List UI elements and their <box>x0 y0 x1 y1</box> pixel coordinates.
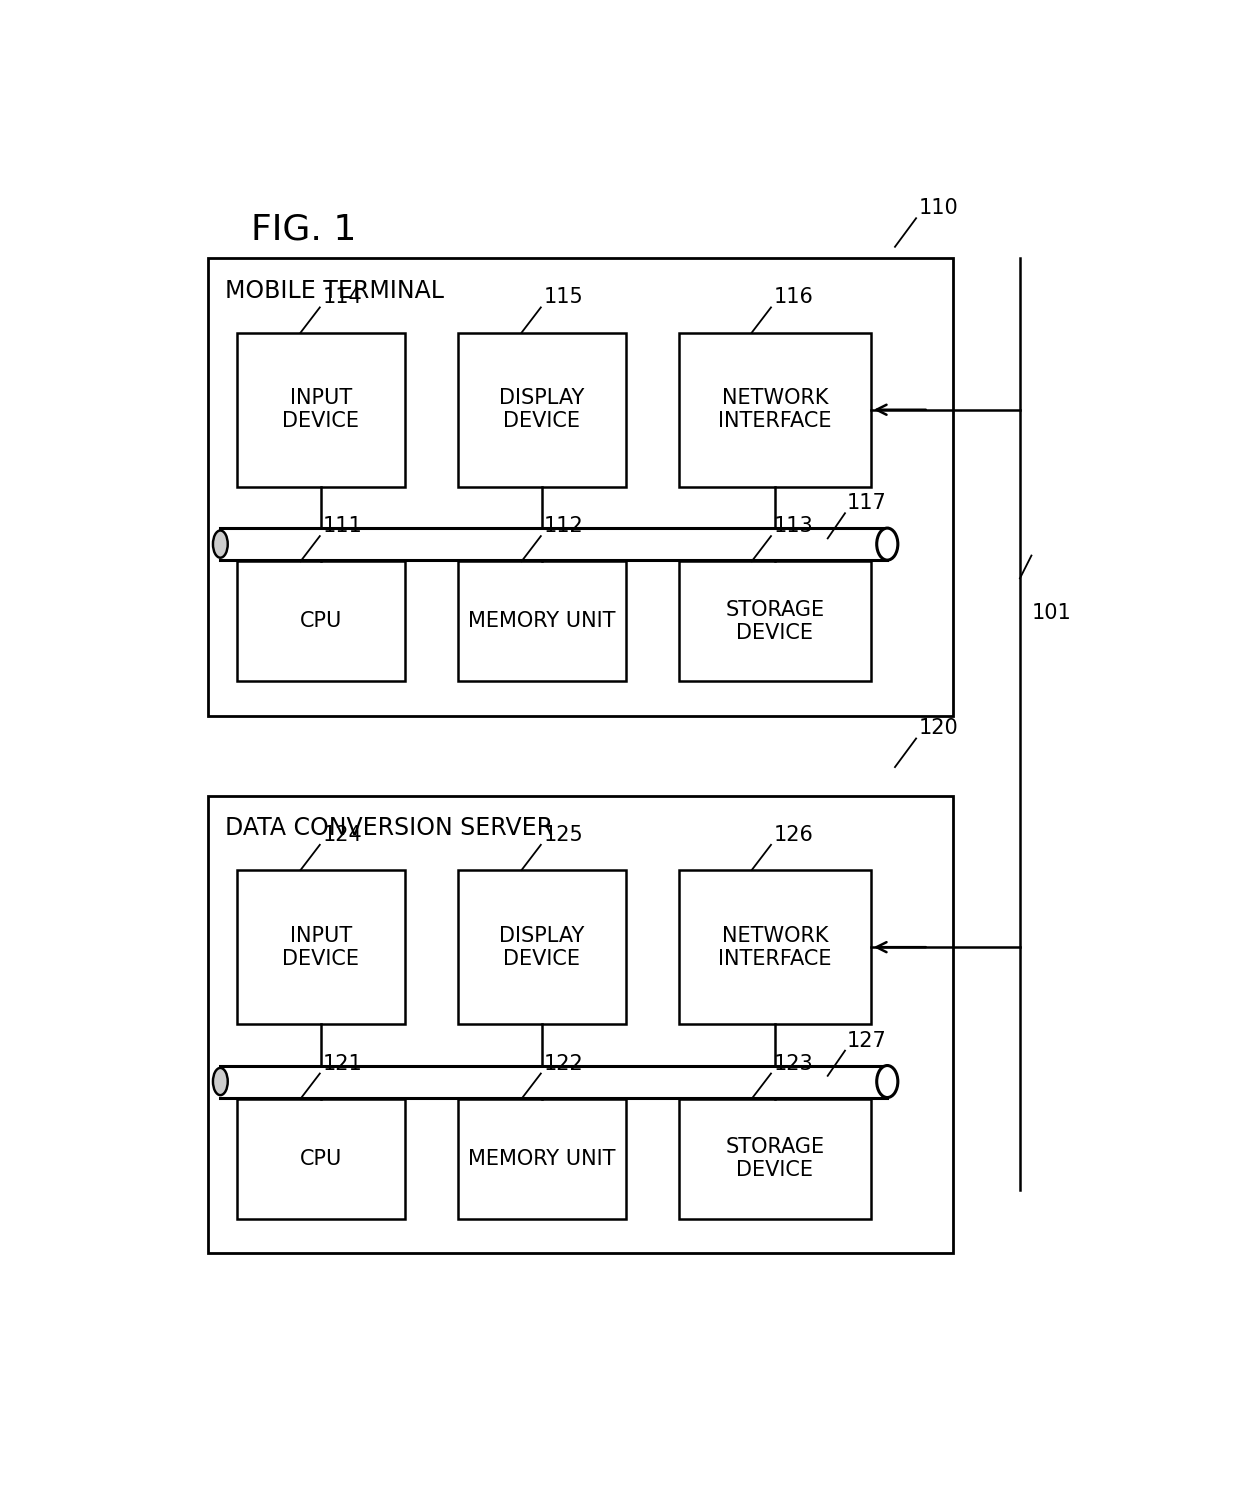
Ellipse shape <box>213 530 228 558</box>
Text: CPU: CPU <box>300 1149 342 1169</box>
Text: 123: 123 <box>774 1053 813 1074</box>
Bar <box>208 258 952 716</box>
Text: 115: 115 <box>543 288 584 307</box>
Bar <box>237 333 404 487</box>
Text: 110: 110 <box>919 198 959 218</box>
Ellipse shape <box>877 1066 898 1097</box>
Bar <box>221 1066 888 1097</box>
Text: MEMORY UNIT: MEMORY UNIT <box>467 1149 615 1169</box>
Bar <box>458 333 626 487</box>
Text: 113: 113 <box>774 517 813 536</box>
Text: INPUT
DEVICE: INPUT DEVICE <box>283 388 360 431</box>
Bar <box>458 1099 626 1219</box>
Bar <box>237 870 404 1025</box>
Text: 120: 120 <box>919 719 959 738</box>
Bar <box>237 1099 404 1219</box>
Text: MEMORY UNIT: MEMORY UNIT <box>467 612 615 631</box>
Text: MOBILE TERMINAL: MOBILE TERMINAL <box>226 279 444 303</box>
Bar <box>458 561 626 682</box>
Bar <box>678 870 870 1025</box>
Text: 117: 117 <box>847 493 887 514</box>
Bar <box>208 796 952 1253</box>
Text: 121: 121 <box>322 1053 362 1074</box>
Text: 116: 116 <box>774 288 813 307</box>
Text: INPUT
DEVICE: INPUT DEVICE <box>283 925 360 968</box>
Text: FIG. 1: FIG. 1 <box>250 212 356 247</box>
Bar <box>678 333 870 487</box>
Text: STORAGE
DEVICE: STORAGE DEVICE <box>725 600 825 643</box>
Text: DISPLAY
DEVICE: DISPLAY DEVICE <box>500 388 584 431</box>
Bar <box>221 529 888 560</box>
Bar <box>237 561 404 682</box>
Text: 124: 124 <box>322 824 362 845</box>
Text: 125: 125 <box>543 824 584 845</box>
Text: 101: 101 <box>1032 603 1071 622</box>
Text: 127: 127 <box>847 1031 887 1051</box>
Bar <box>678 1099 870 1219</box>
Text: 112: 112 <box>543 517 584 536</box>
Text: NETWORK
INTERFACE: NETWORK INTERFACE <box>718 925 832 968</box>
Ellipse shape <box>213 1068 228 1094</box>
Text: 126: 126 <box>774 824 813 845</box>
Text: DISPLAY
DEVICE: DISPLAY DEVICE <box>500 925 584 968</box>
Text: STORAGE
DEVICE: STORAGE DEVICE <box>725 1138 825 1181</box>
Bar <box>678 561 870 682</box>
Text: NETWORK
INTERFACE: NETWORK INTERFACE <box>718 388 832 431</box>
Text: 122: 122 <box>543 1053 584 1074</box>
Bar <box>458 870 626 1025</box>
Text: DATA CONVERSION SERVER: DATA CONVERSION SERVER <box>226 817 553 841</box>
Text: 111: 111 <box>322 517 362 536</box>
Text: 114: 114 <box>322 288 362 307</box>
Ellipse shape <box>877 529 898 560</box>
Text: CPU: CPU <box>300 612 342 631</box>
